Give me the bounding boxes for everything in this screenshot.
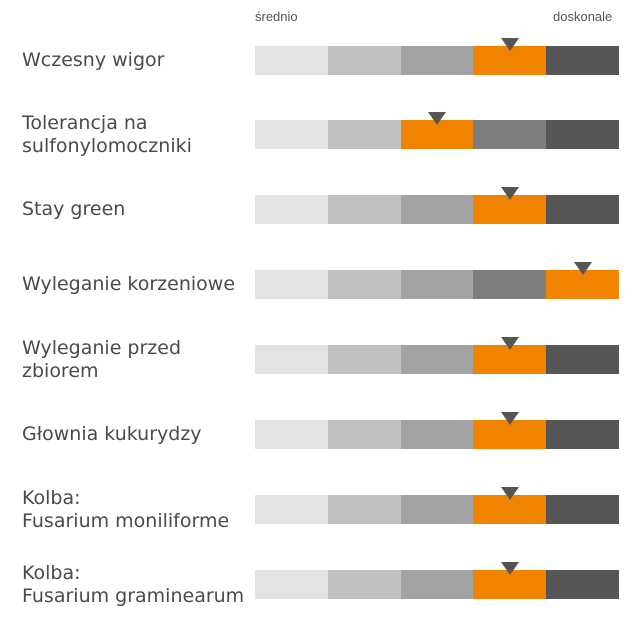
rating-segment — [400, 46, 474, 75]
rating-bar — [255, 570, 620, 599]
rating-segment — [255, 46, 329, 75]
trait-label: Stay green — [22, 198, 126, 220]
rating-bar — [255, 495, 620, 524]
rating-segment — [400, 420, 474, 449]
trait-label: Kolba: Fusarium graminearum — [22, 561, 245, 607]
rating-segment — [255, 570, 329, 599]
rating-segment — [327, 495, 402, 524]
scale-low-label: średnio — [255, 9, 298, 24]
trait-label: Kolba: Fusarium moniliforme — [22, 486, 230, 532]
rating-segment — [546, 195, 620, 224]
rating-segment — [546, 120, 620, 149]
rating-marker-icon — [500, 187, 519, 200]
rating-segment — [327, 345, 402, 374]
rating-segment — [255, 495, 329, 524]
rating-segment — [327, 420, 402, 449]
rating-segment — [255, 270, 329, 299]
rating-bar — [255, 270, 620, 299]
rating-bar — [255, 420, 620, 449]
rating-segment — [327, 120, 402, 149]
rating-segment — [255, 120, 329, 149]
rating-segment — [400, 495, 474, 524]
trait-label: Wyleganie przed zbiorem — [22, 336, 182, 382]
rating-marker-icon — [573, 262, 592, 275]
rating-segment — [327, 195, 402, 224]
rating-segment — [255, 345, 329, 374]
trait-label: Wyleganie korzeniowe — [22, 273, 236, 295]
rating-segment — [400, 345, 474, 374]
rating-marker-icon — [500, 38, 519, 51]
rating-segment — [400, 270, 474, 299]
rating-marker-icon — [428, 112, 446, 125]
rating-marker-icon — [500, 487, 519, 500]
rating-segment — [327, 570, 402, 599]
rating-marker-icon — [500, 412, 519, 425]
rating-segment — [546, 570, 620, 599]
scale-high-label: doskonale — [553, 9, 613, 24]
rating-segment — [255, 420, 329, 449]
rating-segment — [546, 420, 620, 449]
trait-label: Tolerancja na sulfonylomoczniki — [22, 111, 192, 157]
rating-marker-icon — [500, 562, 519, 575]
rating-segment — [255, 195, 329, 224]
rating-bar — [255, 345, 620, 374]
rating-segment — [327, 46, 402, 75]
rating-segment — [546, 495, 620, 524]
rating-segment — [400, 570, 474, 599]
rating-segment — [327, 270, 402, 299]
rating-bar — [255, 46, 620, 75]
rating-segment — [546, 46, 620, 75]
trait-label: Wczesny wigor — [22, 49, 165, 71]
rating-segment — [400, 195, 474, 224]
rating-segment — [473, 120, 547, 149]
trait-label: Głownia kukurydzy — [22, 423, 202, 445]
rating-segment — [546, 345, 620, 374]
rating-bar — [255, 195, 620, 224]
rating-marker-icon — [500, 337, 519, 350]
rating-segment — [473, 270, 547, 299]
